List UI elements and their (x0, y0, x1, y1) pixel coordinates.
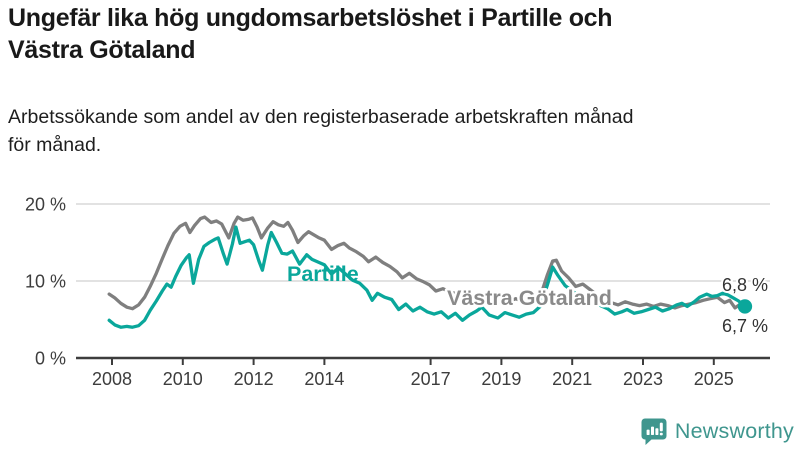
newsworthy-wordmark: Newsworthy (674, 419, 794, 443)
chart-title: Ungefär lika hög ungdomsarbetslöshet i P… (8, 4, 613, 64)
partille-end-dot (737, 299, 753, 314)
y-tick-label-20: 20 % (25, 195, 66, 215)
v-stra-g-taland-series-label: Västra Götaland (447, 286, 612, 310)
x-tick-label-2019: 2019 (481, 369, 521, 389)
chart-subtitle: Arbetssökande som andel av den registerb… (8, 106, 634, 156)
newsworthy-logo[interactable]: Newsworthy (640, 417, 794, 446)
x-tick-label-2014: 2014 (304, 369, 344, 389)
partille-end-value-label: 6,7 % (722, 316, 768, 336)
partille-series-label: Partille (287, 262, 359, 286)
y-tick-label-0: 0 % (35, 349, 66, 369)
v-stra-g-taland-end-value-label: 6,8 % (722, 275, 768, 295)
x-tick-label-2010: 2010 (163, 369, 203, 389)
newsworthy-bubble-icon (641, 418, 667, 445)
x-tick-label-2023: 2023 (623, 369, 663, 389)
x-tick-label-2017: 2017 (411, 369, 451, 389)
x-tick-label-2025: 2025 (694, 369, 734, 389)
v-stra-g-taland-line (107, 215, 747, 311)
partille-line (107, 225, 747, 329)
x-tick-label-2021: 2021 (552, 369, 592, 389)
x-tick-label-2012: 2012 (234, 369, 274, 389)
x-tick-label-2008: 2008 (92, 369, 132, 389)
y-tick-label-10: 10 % (25, 272, 66, 292)
